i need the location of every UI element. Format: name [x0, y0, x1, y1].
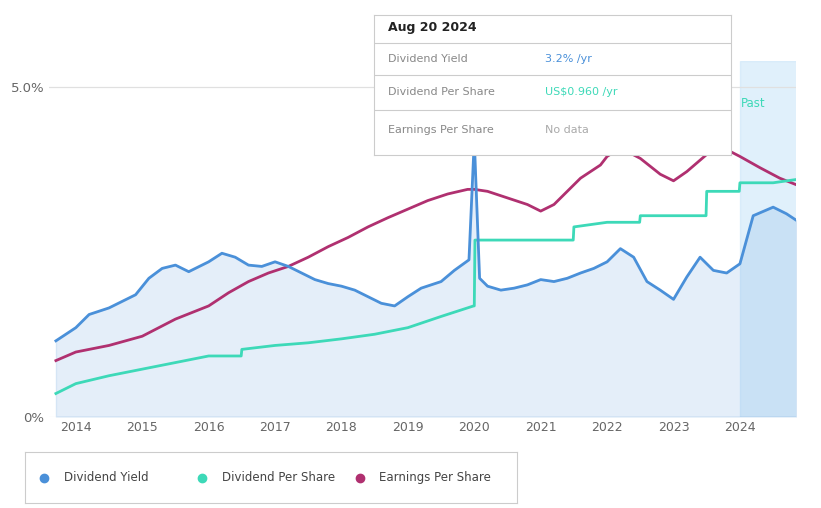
Text: US$0.960 /yr: US$0.960 /yr	[545, 87, 617, 97]
Text: No data: No data	[545, 125, 589, 135]
Bar	[740, 61, 803, 417]
Text: 3.2% /yr: 3.2% /yr	[545, 53, 592, 64]
Text: Earnings Per Share: Earnings Per Share	[379, 471, 491, 484]
Text: Dividend Per Share: Dividend Per Share	[222, 471, 335, 484]
Text: Dividend Yield: Dividend Yield	[64, 471, 149, 484]
Text: Dividend Per Share: Dividend Per Share	[388, 87, 495, 97]
Text: Past: Past	[741, 97, 766, 110]
Text: Dividend Yield: Dividend Yield	[388, 53, 468, 64]
Text: Aug 20 2024: Aug 20 2024	[388, 21, 476, 35]
Text: Earnings Per Share: Earnings Per Share	[388, 125, 493, 135]
